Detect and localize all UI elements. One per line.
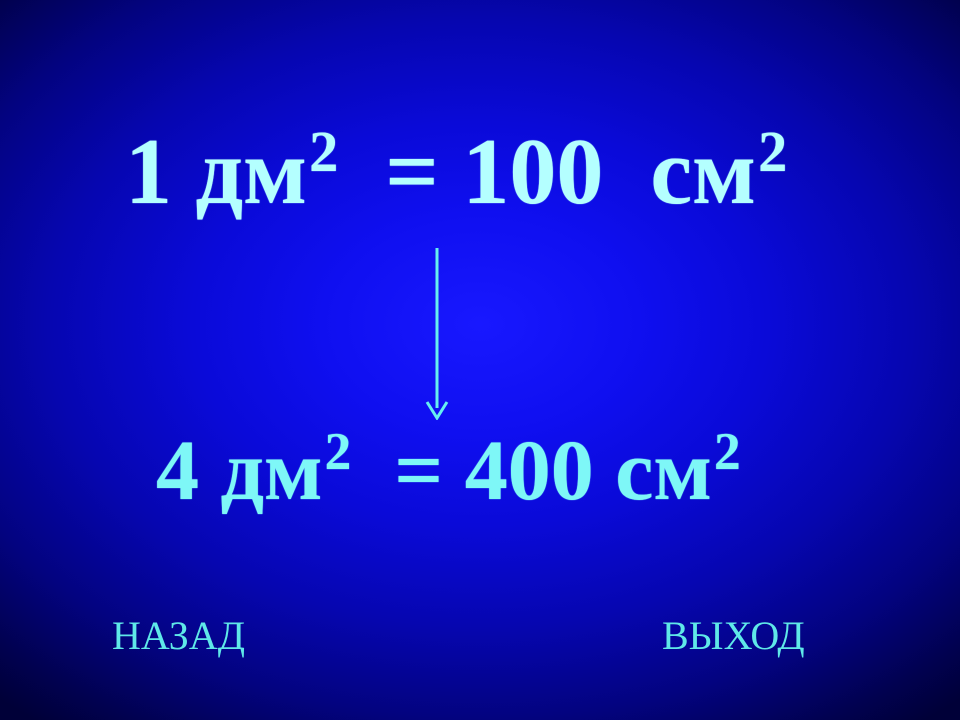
eq2-rhs-sup: 2 (714, 421, 741, 481)
eq1-rhs-sup: 2 (758, 119, 787, 184)
eq2-rhs-value: 400 (465, 422, 616, 518)
nav-back-label: НАЗАД (112, 613, 245, 658)
eq1-lhs-base: 1 дм (125, 120, 307, 224)
nav-back-button[interactable]: НАЗАД (112, 612, 245, 659)
eq2-lhs-sup: 2 (325, 421, 352, 481)
nav-exit-label: ВЫХОД (662, 613, 805, 658)
eq2-equals: = (351, 422, 465, 518)
equation-2: 4 дм2 = 400 см2 (156, 420, 741, 520)
equation-1: 1 дм2 = 100 см2 (125, 118, 787, 226)
eq1-equals: = (338, 120, 462, 224)
arrow-down-icon (422, 248, 452, 420)
eq1-rhs-base: см (650, 120, 756, 224)
eq2-lhs-base: 4 дм (156, 422, 323, 518)
content-layer: 1 дм2 = 100 см2 4 дм2 = 400 см2 НАЗАД ВЫ… (0, 0, 960, 720)
eq2-rhs-base: см (615, 422, 712, 518)
slide: 1 дм2 = 100 см2 4 дм2 = 400 см2 НАЗАД ВЫ… (0, 0, 960, 720)
eq1-rhs-value: 100 (462, 120, 650, 224)
eq1-lhs-sup: 2 (309, 119, 338, 184)
nav-exit-button[interactable]: ВЫХОД (662, 612, 805, 659)
